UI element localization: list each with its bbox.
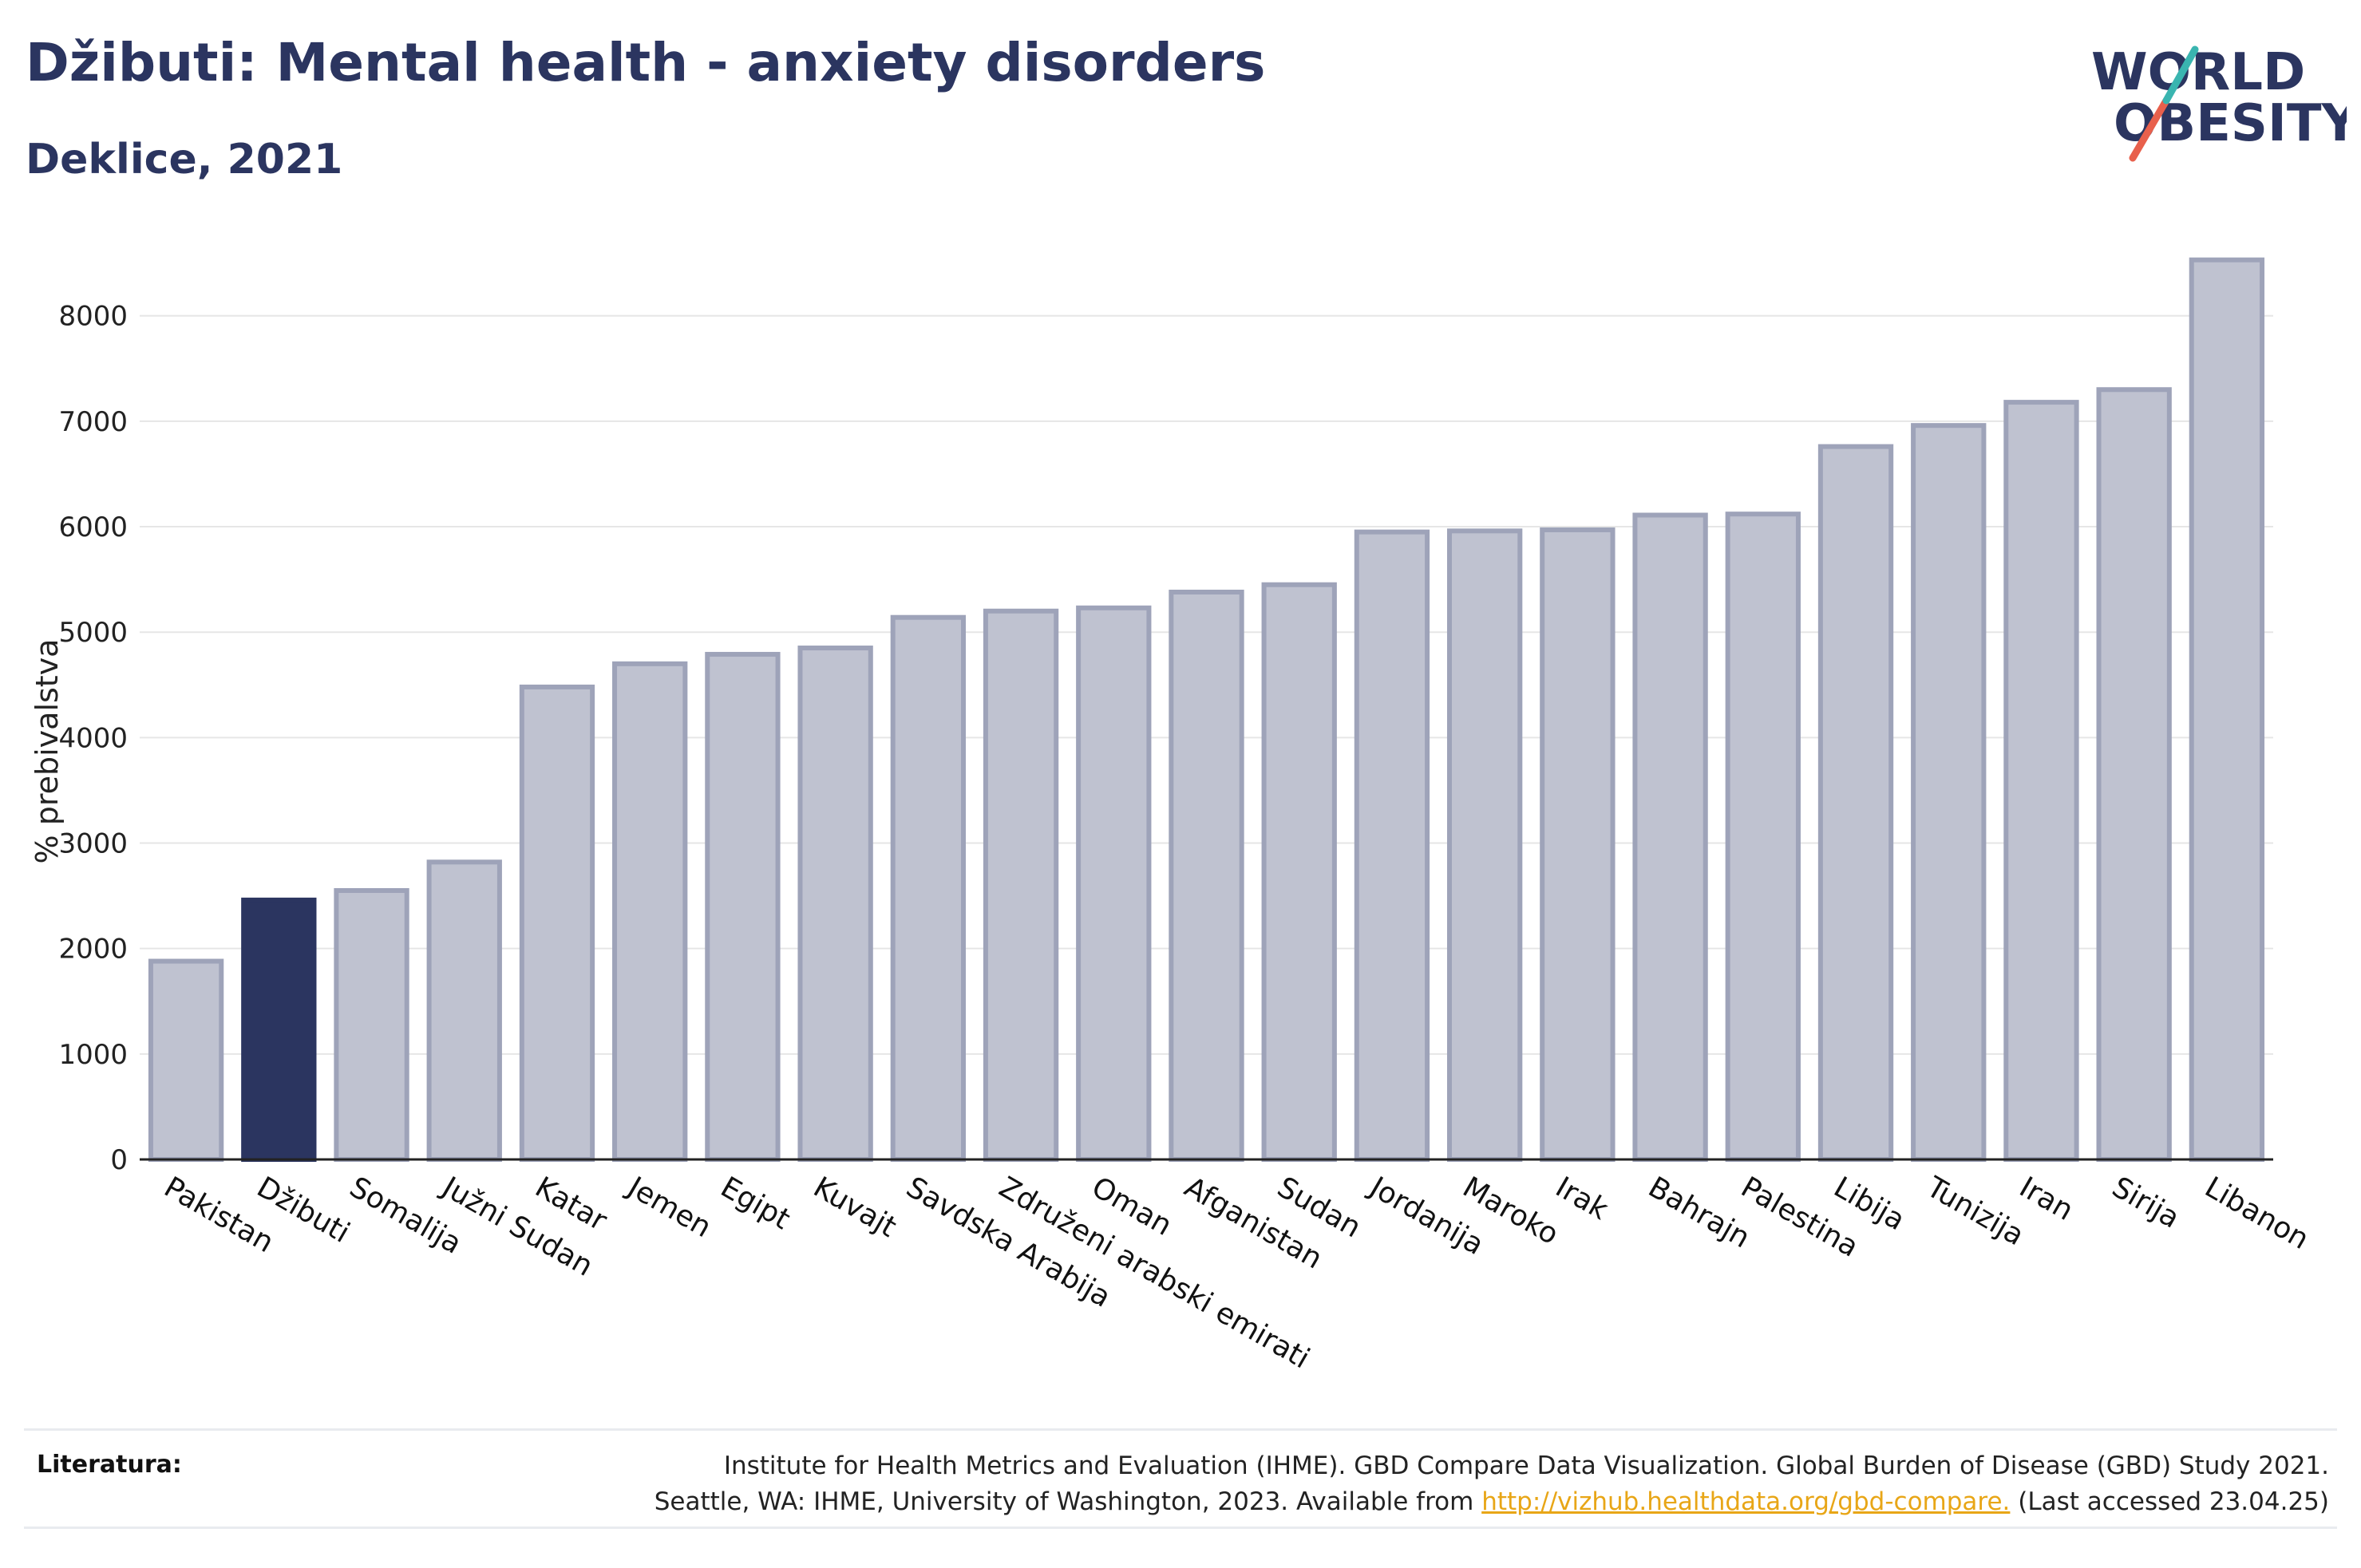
bar	[1076, 605, 1152, 1162]
logo-word-world: WORLD	[2091, 43, 2305, 102]
x-tick-label: Sirija	[2106, 1171, 2185, 1234]
bar	[1446, 528, 1523, 1162]
citation-line-2-prefix: Seattle, WA: IHME, University of Washing…	[654, 1487, 1474, 1516]
bar	[1632, 512, 1708, 1162]
world-obesity-logo: WORLD OBESITY	[2091, 43, 2347, 162]
x-tick-label: Jemen	[621, 1170, 717, 1244]
bar	[519, 684, 595, 1162]
chart-title: Džibuti: Mental health - anxiety disorde…	[26, 32, 1266, 93]
y-tick-label: 3000	[58, 828, 128, 860]
chart-subtitle: Deklice, 2021	[26, 136, 343, 184]
citation-link[interactable]: http://vizhub.healthdata.org/gbd-compare…	[1481, 1487, 2011, 1516]
bar	[426, 859, 502, 1163]
x-tick-label: Bahrajn	[1643, 1171, 1755, 1254]
x-tick-label: Tunizija	[1920, 1171, 2030, 1253]
logo-slash-red	[2162, 45, 2199, 105]
y-tick-label: 7000	[58, 406, 128, 438]
bar	[2003, 400, 2079, 1162]
bar	[890, 614, 967, 1162]
bar	[148, 958, 224, 1162]
bar	[983, 608, 1059, 1162]
y-axis-label: % prebivalstva	[30, 639, 65, 864]
bar	[1354, 529, 1430, 1162]
y-tick-label: 6000	[58, 511, 128, 543]
citation-line-2: Seattle, WA: IHME, University of Washing…	[573, 1484, 2329, 1520]
y-tick-label: 5000	[58, 617, 128, 649]
footer-divider-bottom	[24, 1527, 2337, 1529]
bar-chart: 0 1000 2000 3000 4000 5000 6000 7000 8000 % prebi…	[30, 257, 2314, 1376]
y-tick-label: 2000	[58, 934, 128, 966]
bar	[2189, 257, 2265, 1162]
citation-line-2-suffix: (Last accessed 23.04.25)	[2018, 1487, 2329, 1516]
bar	[2096, 387, 2172, 1162]
y-tick-label: 8000	[58, 301, 128, 333]
bar	[705, 651, 781, 1162]
bar	[1540, 527, 1616, 1162]
citation-line-1: Institute for Health Metrics and Evaluat…	[723, 1451, 2329, 1480]
y-tick-label: 0	[110, 1144, 128, 1176]
x-tick-label: Libanon	[2199, 1171, 2314, 1256]
bar	[1261, 582, 1337, 1162]
x-tick-label: Egipt	[715, 1171, 796, 1236]
bar	[241, 897, 317, 1163]
x-tick-label: Iran	[2014, 1171, 2078, 1227]
bar	[1169, 589, 1244, 1162]
y-tick-label: 1000	[58, 1039, 128, 1071]
bar	[612, 661, 688, 1162]
literature-citation: Institute for Health Metrics and Evaluat…	[573, 1448, 2329, 1520]
bar	[1817, 444, 1894, 1162]
footer-divider-top	[24, 1428, 2337, 1431]
bar	[334, 887, 409, 1162]
y-tick-label: 4000	[58, 722, 128, 754]
bar	[1911, 423, 1987, 1162]
x-tick-label: Kuvajt	[808, 1171, 902, 1244]
bar	[1725, 511, 1801, 1162]
literature-label: Literatura:	[37, 1451, 182, 1479]
x-tick-label: Irak	[1550, 1171, 1614, 1226]
bar	[797, 646, 873, 1162]
logo-slash-teal	[2129, 97, 2170, 162]
